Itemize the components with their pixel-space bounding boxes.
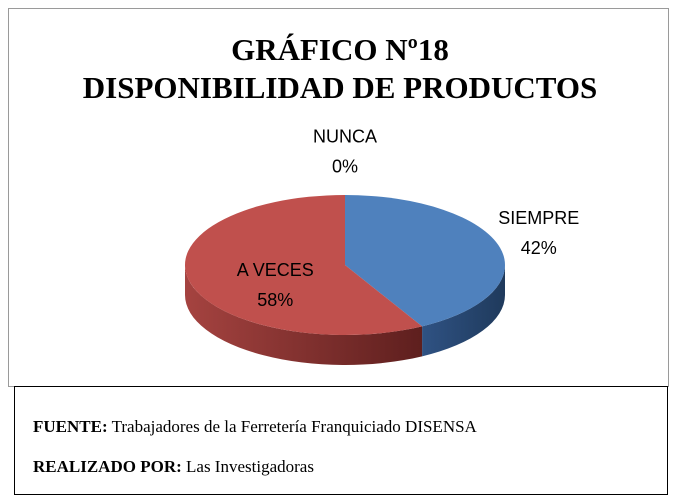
slice-label: A VECES 58% bbox=[237, 260, 314, 310]
title-line: DISPONIBILIDAD DE PRODUCTOS bbox=[83, 70, 597, 105]
footer-source: FUENTE: Trabajadores de la Ferretería Fr… bbox=[33, 417, 478, 436]
pie-slice bbox=[184, 195, 423, 365]
footer-box bbox=[14, 386, 668, 495]
author-label: REALIZADO POR: bbox=[33, 457, 182, 476]
slice-category: NUNCA bbox=[313, 127, 377, 147]
chart-title: GRÁFICO Nº18 DISPONIBILIDAD DE PRODUCTOS bbox=[83, 32, 597, 105]
source: Trabajadores de la Ferretería Franquicia… bbox=[112, 417, 478, 436]
slice-category: A VECES bbox=[237, 260, 314, 280]
slice-top bbox=[184, 195, 423, 336]
slice-side bbox=[422, 265, 505, 357]
slice-label: NUNCA 0% bbox=[313, 127, 377, 177]
pie-slice bbox=[345, 195, 505, 357]
slice-top bbox=[345, 195, 505, 327]
footer-author: REALIZADO POR: Las Investigadoras bbox=[33, 457, 314, 476]
source-label: FUENTE: bbox=[33, 417, 108, 436]
slice-value: 0% bbox=[332, 157, 358, 177]
slice-category: SIEMPRE bbox=[498, 208, 579, 228]
slice-label: SIEMPRE 42% bbox=[498, 208, 579, 258]
slice-value: 42% bbox=[521, 238, 557, 258]
author: Las Investigadoras bbox=[186, 457, 314, 476]
pie bbox=[184, 195, 505, 365]
slice-value: 58% bbox=[257, 290, 293, 310]
title-line: GRÁFICO Nº18 bbox=[231, 32, 449, 67]
slice-side bbox=[185, 265, 423, 365]
